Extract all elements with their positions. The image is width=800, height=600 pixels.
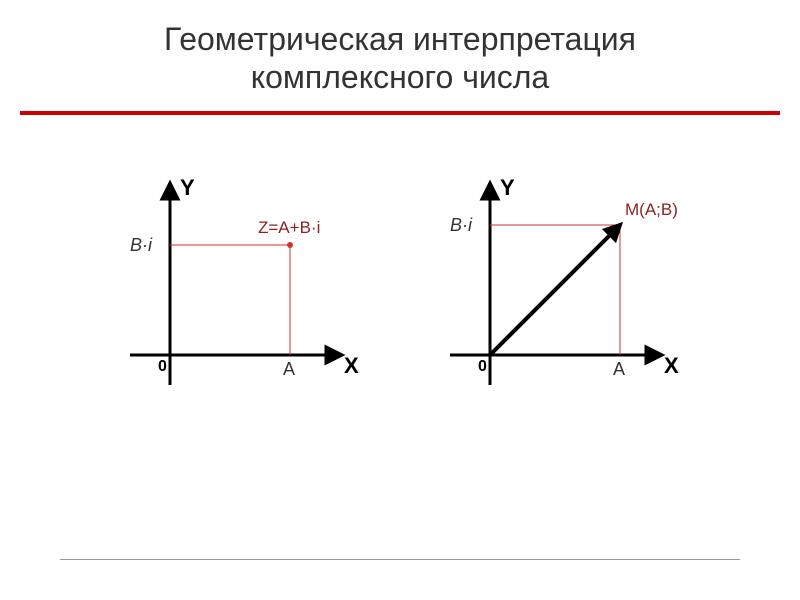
a-label: A [613, 359, 625, 379]
accent-bar [20, 111, 780, 115]
footer-divider [60, 559, 740, 560]
bi-label: B·i [450, 215, 473, 235]
title-line-2: комплексного числа [251, 59, 549, 95]
slide: Геометрическая интерпретация комплексног… [0, 0, 800, 600]
y-axis-label: Y [180, 175, 195, 200]
origin-label: 0 [158, 358, 167, 375]
point-label: M(A;B) [625, 200, 678, 219]
point-label: Z=A+B·i [258, 218, 320, 237]
diagrams-row: 0 X Y B·i A Z=A+B·i [0, 155, 800, 415]
x-axis-label: X [344, 353, 359, 378]
plot-point [287, 242, 293, 248]
vector-arrow [490, 229, 616, 355]
y-axis-label: Y [500, 175, 515, 200]
origin-label: 0 [478, 358, 487, 375]
diagram-left: 0 X Y B·i A Z=A+B·i [110, 155, 370, 415]
diagram-right: 0 X Y B·i A M(A;B) [430, 155, 690, 415]
x-axis-label: X [664, 353, 679, 378]
bi-label: B·i [130, 235, 153, 255]
slide-title: Геометрическая интерпретация комплексног… [0, 0, 800, 97]
title-line-1: Геометрическая интерпретация [164, 21, 636, 57]
a-label: A [283, 359, 295, 379]
